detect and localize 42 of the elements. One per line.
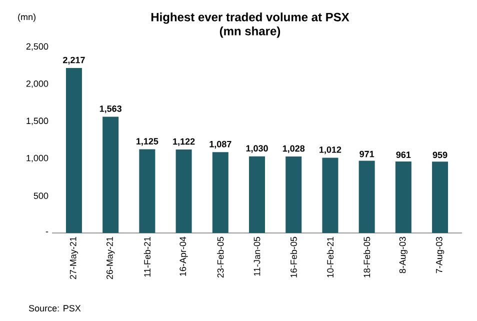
bar [358, 160, 375, 233]
x-tick-label: 11-Jan-05 [254, 236, 260, 276]
y-tick-label: 2,000 [26, 80, 48, 88]
data-label: 1,012 [320, 146, 342, 154]
source-note: Source: PSX [28, 305, 81, 312]
x-tick-label: 27-May-21 [70, 236, 78, 280]
bar [102, 116, 119, 233]
y-axis-title: (mn) [18, 14, 36, 22]
x-tick-label: 10-Feb-21 [326, 236, 334, 278]
bar [249, 156, 265, 233]
chart-subtitle: (mn share) [220, 26, 280, 38]
data-label: 1,028 [282, 145, 305, 153]
x-tick-label: 26-May-21 [106, 236, 115, 280]
bar [432, 162, 448, 233]
bar [212, 152, 228, 233]
data-label: 971 [360, 150, 374, 158]
y-tick-label: 2,500 [26, 43, 48, 51]
y-tick-label: 1,500 [26, 118, 48, 126]
data-label: 2,217 [63, 56, 85, 65]
x-tick-label: 7-Aug-03 [436, 236, 444, 274]
bar [322, 158, 338, 233]
x-tick-label: 11-Feb-21 [144, 236, 150, 277]
data-label: 961 [396, 152, 411, 158]
x-tick-label: 8-Aug-03 [399, 236, 408, 274]
data-label: 1,122 [173, 138, 195, 146]
data-label: 1,125 [136, 138, 158, 146]
x-tick-label: 16-Feb-05 [290, 236, 297, 278]
y-tick-label: 500 [34, 192, 48, 199]
data-label: 1,563 [100, 105, 122, 114]
data-label: 959 [432, 152, 448, 158]
data-label: 1,087 [210, 140, 232, 149]
x-tick-label: 23-Feb-05 [217, 236, 224, 278]
bar [286, 156, 302, 233]
bar [139, 149, 156, 233]
bar [395, 161, 412, 233]
y-tick-label: 1,000 [26, 154, 48, 162]
x-tick-label: 18-Feb-05 [364, 236, 370, 278]
x-tick-label: 16-Apr-04 [180, 236, 188, 276]
bar [176, 150, 192, 233]
chart-title: Highest ever traded volume at PSX [151, 12, 350, 24]
bar [66, 68, 82, 233]
data-label: 1,030 [246, 145, 268, 153]
